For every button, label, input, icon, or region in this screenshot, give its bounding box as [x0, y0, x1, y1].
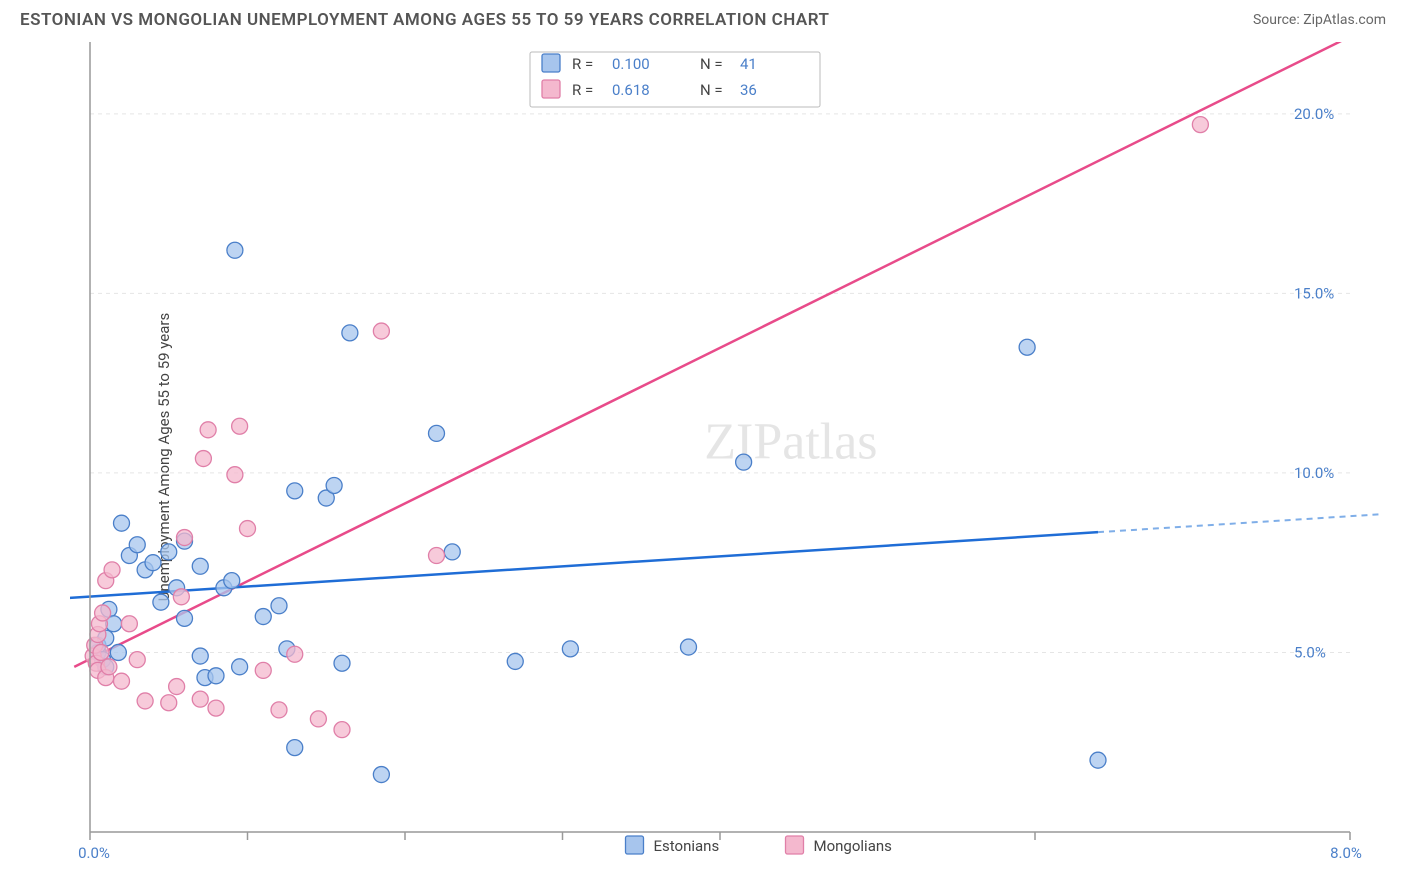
legend-swatch [626, 836, 644, 854]
legend-r-label: R = [572, 55, 593, 73]
point-estonians [192, 558, 208, 574]
point-mongolians [101, 659, 117, 675]
point-mongolians [93, 644, 109, 660]
point-estonians [681, 639, 697, 655]
point-estonians [255, 609, 271, 625]
point-estonians [129, 537, 145, 553]
x-tick-label: 0.0% [78, 844, 110, 862]
x-tick-label: 8.0% [1330, 844, 1362, 862]
point-estonians [1019, 339, 1035, 355]
point-estonians [373, 767, 389, 783]
point-mongolians [177, 530, 193, 546]
point-estonians [326, 477, 342, 493]
legend-swatch [786, 836, 804, 854]
legend-r-value: 0.100 [612, 55, 650, 73]
point-mongolians [227, 467, 243, 483]
point-estonians [429, 425, 445, 441]
point-estonians [271, 598, 287, 614]
point-mongolians [429, 548, 445, 564]
legend-swatch [542, 54, 560, 72]
point-mongolians [173, 589, 189, 605]
y-tick-label: 15.0% [1294, 284, 1334, 302]
legend-n-value: 36 [740, 81, 757, 99]
point-estonians [232, 659, 248, 675]
point-estonians [287, 483, 303, 499]
point-mongolians [95, 605, 111, 621]
watermark: ZIPatlas [704, 414, 877, 471]
point-estonians [507, 653, 523, 669]
point-mongolians [287, 646, 303, 662]
point-mongolians [334, 722, 350, 738]
point-mongolians [1192, 117, 1208, 133]
point-estonians [114, 515, 130, 531]
legend-series-label: Mongolians [814, 837, 892, 855]
y-tick-label: 20.0% [1294, 105, 1334, 123]
point-mongolians [121, 616, 137, 632]
point-mongolians [114, 673, 130, 689]
trend-line-mongolians [74, 42, 1386, 667]
point-estonians [342, 325, 358, 341]
trend-line-estonians-extrapolated [1098, 514, 1382, 532]
point-mongolians [200, 422, 216, 438]
legend-series-label: Estonians [654, 837, 720, 855]
point-estonians [444, 544, 460, 560]
point-mongolians [192, 691, 208, 707]
point-estonians [224, 573, 240, 589]
point-mongolians [169, 679, 185, 695]
source-value: ZipAtlas.com [1303, 12, 1386, 28]
point-estonians [192, 648, 208, 664]
point-estonians [334, 655, 350, 671]
scatter-plot: ZIPatlas 0.0% 8.0% 5.0% 10.0% 15.0% 20.0% R = 0.… [70, 42, 1386, 872]
legend-swatch [542, 80, 560, 98]
chart-container: Unemployment Among Ages 55 to 59 years Z… [50, 42, 1386, 872]
y-tick-label: 5.0% [1294, 643, 1326, 661]
point-mongolians [104, 562, 120, 578]
legend-n-value: 41 [740, 55, 757, 73]
legend-r-value: 0.618 [612, 81, 650, 99]
chart-title: ESTONIAN VS MONGOLIAN UNEMPLOYMENT AMONG… [20, 10, 829, 30]
point-mongolians [129, 652, 145, 668]
point-estonians [208, 668, 224, 684]
y-tick-label: 10.0% [1294, 464, 1334, 482]
point-estonians [1090, 752, 1106, 768]
legend-r-label: R = [572, 81, 593, 99]
legend-n-label: N = [700, 81, 723, 99]
point-mongolians [195, 451, 211, 467]
point-mongolians [255, 662, 271, 678]
point-mongolians [271, 702, 287, 718]
point-mongolians [232, 418, 248, 434]
point-mongolians [161, 695, 177, 711]
point-mongolians [310, 711, 326, 727]
source-attribution: Source: ZipAtlas.com [1253, 12, 1386, 28]
point-estonians [153, 594, 169, 610]
legend-n-label: N = [700, 55, 723, 73]
point-mongolians [208, 700, 224, 716]
point-estonians [110, 644, 126, 660]
point-mongolians [373, 323, 389, 339]
point-mongolians [137, 693, 153, 709]
source-label: Source: [1253, 12, 1300, 28]
point-estonians [562, 641, 578, 657]
point-estonians [161, 544, 177, 560]
point-estonians [145, 555, 161, 571]
point-estonians [287, 740, 303, 756]
point-mongolians [240, 521, 256, 537]
point-estonians [177, 610, 193, 626]
point-estonians [736, 454, 752, 470]
point-estonians [227, 242, 243, 258]
